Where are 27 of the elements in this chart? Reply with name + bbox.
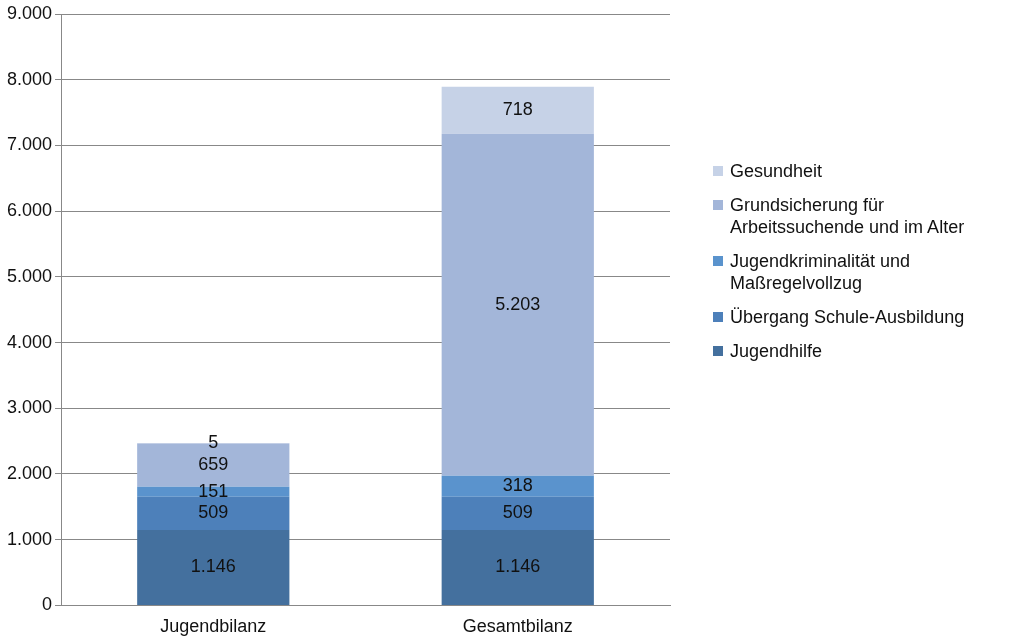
data-label: 1.146 <box>495 556 541 577</box>
data-label: 509 <box>198 502 229 523</box>
data-label: 151 <box>198 480 229 501</box>
data-label: 718 <box>502 99 533 120</box>
y-tick-label: 9.000 <box>7 2 53 23</box>
data-label: 5 <box>208 432 219 453</box>
y-tick-label: 3.000 <box>7 397 53 418</box>
y-tick-label: 6.000 <box>7 200 53 221</box>
y-tick-label: 8.000 <box>7 68 53 89</box>
data-label: 1.146 <box>190 556 236 577</box>
legend-label: Übergang Schule-Ausbildung <box>730 306 965 328</box>
y-tick-label: 2.000 <box>7 462 53 483</box>
legend-label: Grundsicherung für Arbeitssuchende und im Alter <box>730 194 966 238</box>
data-label: 509 <box>502 502 533 523</box>
x-tick-label: Jugendbilanz <box>160 616 267 637</box>
x-tick-label: Gesamtbilanz <box>462 616 573 637</box>
y-tick-label: 5.000 <box>7 265 53 286</box>
y-tick-label: 4.000 <box>7 331 53 352</box>
legend-label: Jugendkriminalität und Maßregelvollzug <box>730 250 912 294</box>
y-tick-label: 0 <box>42 594 53 615</box>
data-label: 318 <box>502 475 533 496</box>
y-tick-label: 1.000 <box>7 528 53 549</box>
legend-label: Jugendhilfe <box>730 340 823 362</box>
data-label: 5.203 <box>495 293 541 314</box>
y-tick-label: 7.000 <box>7 134 53 155</box>
legend-label: Gesundheit <box>730 160 823 182</box>
data-label: 659 <box>198 454 229 475</box>
